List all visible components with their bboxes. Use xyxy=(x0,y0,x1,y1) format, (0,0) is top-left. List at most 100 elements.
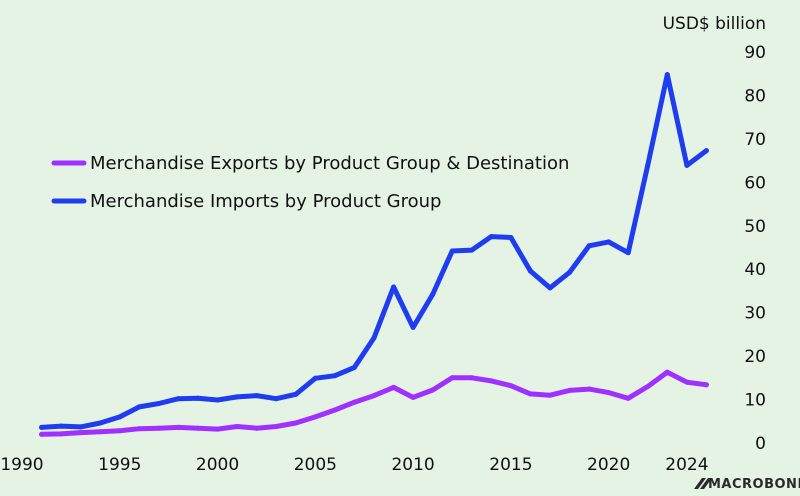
data-point-exports xyxy=(293,420,299,426)
x-tick-label: 2020 xyxy=(587,455,630,475)
data-point-exports xyxy=(156,425,162,431)
data-point-imports xyxy=(488,234,494,240)
data-point-exports xyxy=(547,392,553,398)
series-line-imports xyxy=(39,72,709,430)
y-axis-ticks: 0 10 20 30 40 50 60 70 80 90 xyxy=(744,43,766,454)
data-point-exports xyxy=(606,390,612,396)
data-point-imports xyxy=(391,284,397,290)
data-point-imports xyxy=(136,404,142,410)
series-line-exports xyxy=(39,369,709,437)
data-point-exports xyxy=(508,383,514,389)
macrobond-logo-mark xyxy=(694,478,706,489)
data-point-imports xyxy=(156,401,162,406)
data-point-exports xyxy=(215,426,221,432)
x-tick-label: 2015 xyxy=(489,455,532,475)
data-point-exports xyxy=(625,395,631,401)
data-point-exports xyxy=(332,407,338,413)
data-point-imports xyxy=(78,424,84,430)
data-point-imports xyxy=(703,148,709,154)
data-point-imports xyxy=(117,414,123,420)
legend-label-exports: Merchandise Exports by Product Group & D… xyxy=(90,153,569,174)
x-tick-label: 2024 xyxy=(665,455,708,475)
x-tick-label: 2005 xyxy=(294,455,337,475)
data-point-exports xyxy=(586,386,592,392)
legend-item-exports: Merchandise Exports by Product Group & D… xyxy=(51,153,569,174)
x-tick-label: 2000 xyxy=(196,455,239,475)
data-point-exports xyxy=(58,431,64,437)
data-point-imports xyxy=(547,285,553,291)
y-tick-label: 0 xyxy=(755,434,766,454)
legend: Merchandise Exports by Product Group & D… xyxy=(51,153,569,212)
macrobond-logo-text: MACROBOND xyxy=(708,477,800,492)
data-point-imports xyxy=(449,248,455,254)
macrobond-logo: MACROBOND xyxy=(694,477,800,492)
y-tick-label: 20 xyxy=(744,347,766,367)
data-point-imports xyxy=(684,162,690,168)
data-point-imports xyxy=(312,375,318,381)
data-point-exports xyxy=(684,379,690,385)
data-point-imports xyxy=(410,324,416,330)
y-axis-unit-label: USD$ billion xyxy=(663,14,766,34)
data-point-exports xyxy=(391,384,397,390)
data-point-exports xyxy=(39,431,45,437)
data-point-imports xyxy=(508,235,514,240)
data-point-imports xyxy=(664,72,670,78)
data-point-imports xyxy=(332,373,338,379)
data-point-exports xyxy=(312,414,318,420)
data-point-exports xyxy=(254,425,260,431)
data-point-imports xyxy=(175,396,181,402)
data-point-exports xyxy=(664,369,670,375)
data-point-exports xyxy=(195,425,201,431)
data-point-exports xyxy=(469,375,475,381)
y-tick-label: 60 xyxy=(744,173,766,193)
data-point-exports xyxy=(488,378,494,384)
series-lines xyxy=(39,72,709,437)
data-point-imports xyxy=(293,391,299,397)
y-tick-label: 40 xyxy=(744,260,766,280)
data-point-exports xyxy=(430,387,436,393)
data-point-exports xyxy=(78,430,84,436)
data-point-imports xyxy=(97,420,103,426)
x-tick-label: 1990 xyxy=(0,455,43,475)
data-point-imports xyxy=(234,394,240,400)
data-point-imports xyxy=(371,335,377,341)
legend-item-imports: Merchandise Imports by Product Group xyxy=(51,191,441,212)
data-point-imports xyxy=(586,243,592,249)
data-point-exports xyxy=(449,375,455,381)
y-tick-label: 70 xyxy=(744,130,766,150)
data-point-exports xyxy=(117,428,123,434)
data-point-exports xyxy=(645,384,651,389)
data-point-imports xyxy=(527,268,533,274)
data-point-imports xyxy=(273,396,279,402)
data-point-imports xyxy=(567,269,573,275)
data-point-exports xyxy=(527,391,533,397)
data-point-imports xyxy=(645,162,651,168)
data-point-exports xyxy=(273,424,279,429)
data-point-imports xyxy=(606,239,612,245)
x-axis-ticks: 1990 1995 2000 2005 2010 2015 2020 2024 xyxy=(0,455,708,475)
data-point-imports xyxy=(39,424,45,430)
data-point-imports xyxy=(625,250,631,256)
legend-label-imports: Merchandise Imports by Product Group xyxy=(90,191,441,212)
data-point-imports xyxy=(215,397,221,403)
data-point-imports xyxy=(430,291,436,297)
macrobond-logo-mark-2 xyxy=(700,478,712,489)
data-point-exports xyxy=(567,387,573,393)
data-point-exports xyxy=(410,394,416,400)
data-point-exports xyxy=(97,429,103,435)
x-tick-label: 2010 xyxy=(391,455,434,475)
data-point-exports xyxy=(175,424,181,430)
y-tick-label: 50 xyxy=(744,217,766,237)
data-point-exports xyxy=(136,426,142,432)
y-tick-label: 10 xyxy=(744,391,766,411)
data-point-exports xyxy=(351,399,357,405)
data-point-exports xyxy=(234,424,240,429)
data-point-imports xyxy=(58,423,64,429)
data-point-imports xyxy=(351,364,357,370)
y-tick-label: 80 xyxy=(744,86,766,106)
data-point-exports xyxy=(703,382,709,388)
data-point-imports xyxy=(469,247,475,253)
data-point-imports xyxy=(195,395,201,401)
data-point-imports xyxy=(254,393,260,399)
